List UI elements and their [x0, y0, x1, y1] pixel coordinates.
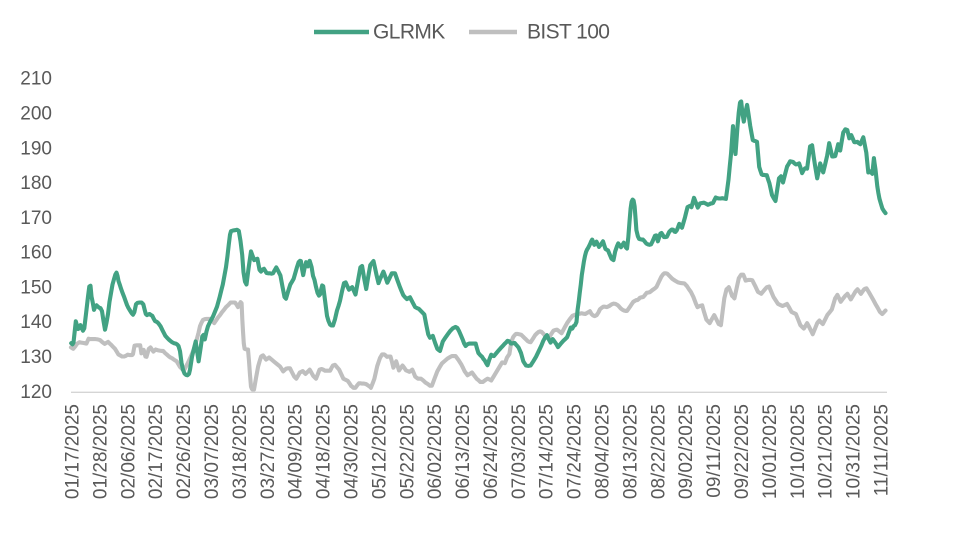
svg-text:09/22/2025: 09/22/2025 — [732, 404, 753, 499]
svg-text:07/24/2025: 07/24/2025 — [565, 404, 586, 499]
svg-text:200: 200 — [20, 104, 52, 125]
svg-text:09/11/2025: 09/11/2025 — [704, 404, 725, 498]
svg-text:02/26/2025: 02/26/2025 — [174, 404, 195, 499]
svg-text:160: 160 — [20, 243, 52, 264]
svg-text:10/31/2025: 10/31/2025 — [844, 404, 865, 499]
svg-text:03/27/2025: 03/27/2025 — [258, 404, 279, 499]
svg-text:07/14/2025: 07/14/2025 — [537, 404, 558, 499]
svg-text:06/13/2025: 06/13/2025 — [453, 404, 474, 499]
svg-text:07/03/2025: 07/03/2025 — [509, 404, 530, 499]
svg-text:02/06/2025: 02/06/2025 — [118, 404, 139, 499]
svg-text:BIST 100: BIST 100 — [527, 21, 609, 44]
svg-text:06/24/2025: 06/24/2025 — [481, 404, 502, 499]
svg-text:09/02/2025: 09/02/2025 — [676, 404, 697, 499]
svg-text:04/30/2025: 04/30/2025 — [342, 404, 363, 499]
svg-text:11/11/2025: 11/11/2025 — [872, 404, 893, 496]
svg-text:GLRMK: GLRMK — [373, 21, 445, 44]
svg-text:01/17/2025: 01/17/2025 — [63, 404, 84, 499]
svg-text:190: 190 — [20, 138, 52, 159]
svg-text:10/21/2025: 10/21/2025 — [816, 404, 837, 499]
svg-text:08/22/2025: 08/22/2025 — [648, 404, 669, 499]
svg-text:04/18/2025: 04/18/2025 — [314, 404, 335, 499]
svg-text:05/22/2025: 05/22/2025 — [397, 404, 418, 499]
svg-text:08/04/2025: 08/04/2025 — [593, 404, 614, 499]
svg-text:10/01/2025: 10/01/2025 — [760, 404, 781, 499]
svg-text:120: 120 — [20, 382, 52, 403]
svg-text:01/28/2025: 01/28/2025 — [90, 404, 111, 499]
svg-text:02/17/2025: 02/17/2025 — [146, 404, 167, 499]
svg-text:03/18/2025: 03/18/2025 — [230, 404, 251, 499]
svg-text:210: 210 — [20, 69, 52, 90]
svg-text:140: 140 — [20, 312, 52, 333]
svg-text:06/02/2025: 06/02/2025 — [425, 404, 446, 499]
svg-text:170: 170 — [20, 208, 52, 229]
svg-text:08/13/2025: 08/13/2025 — [620, 404, 641, 499]
svg-text:04/09/2025: 04/09/2025 — [286, 404, 307, 499]
svg-text:05/12/2025: 05/12/2025 — [369, 404, 390, 499]
svg-text:180: 180 — [20, 173, 52, 194]
svg-text:10/10/2025: 10/10/2025 — [788, 404, 809, 499]
svg-text:150: 150 — [20, 277, 52, 298]
svg-text:03/07/2025: 03/07/2025 — [202, 404, 223, 499]
svg-text:130: 130 — [20, 347, 52, 368]
